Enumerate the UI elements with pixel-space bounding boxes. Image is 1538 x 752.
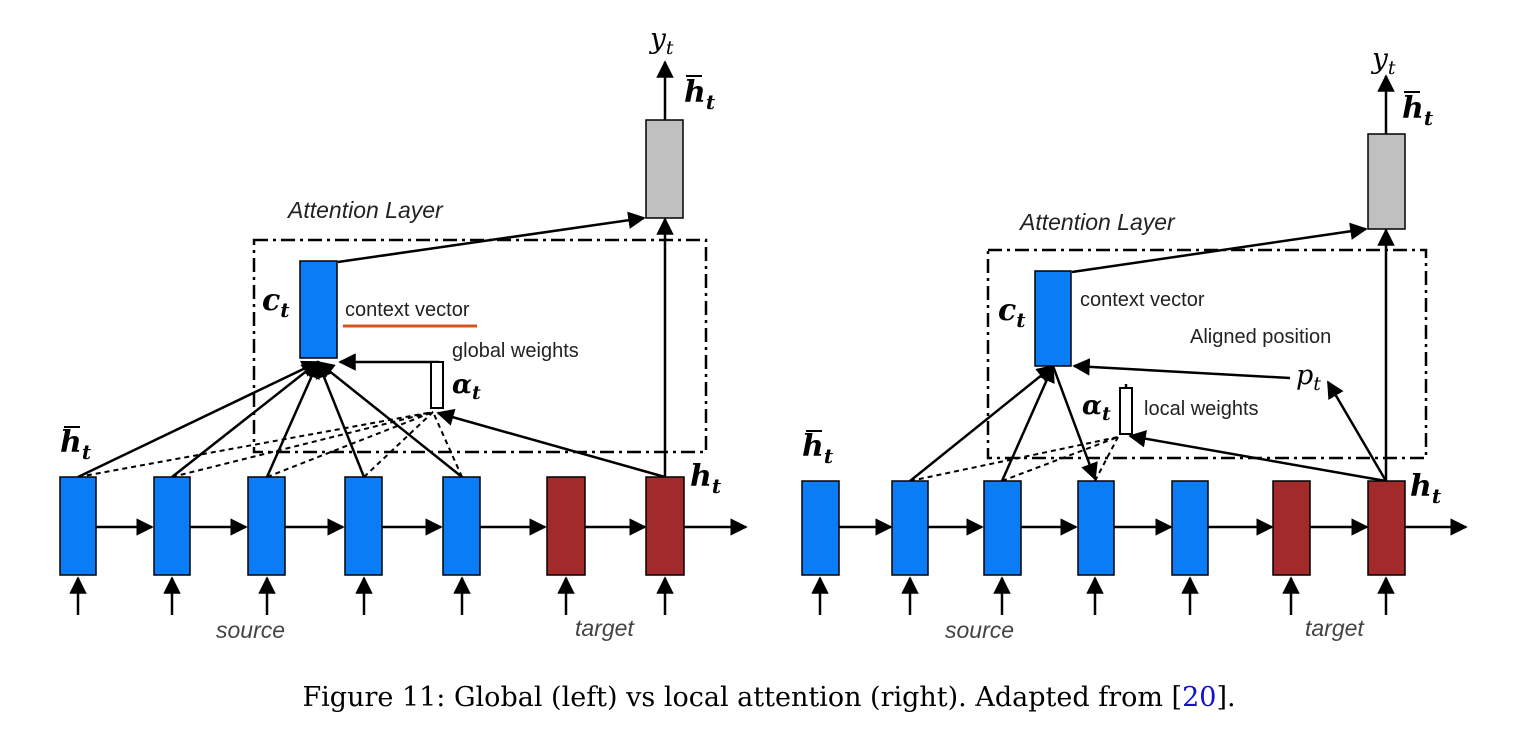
alpha-label: αt: [452, 370, 481, 404]
context-vector-label: context vector: [345, 299, 470, 321]
attention-diagram: yt ht Attention Layer ct context vector …: [59, 22, 1468, 643]
figure-caption: Figure 11: Global (left) vs local attent…: [0, 682, 1538, 713]
source-cell: [1171, 480, 1209, 576]
attention-layer-label: Attention Layer: [286, 197, 444, 223]
position-label: pt: [1296, 360, 1321, 395]
target-label: target: [575, 615, 635, 641]
attention-layer-box: [252, 238, 708, 454]
output-cell: [1367, 133, 1406, 230]
alpha-label: αt: [1082, 391, 1111, 425]
source-label: source: [216, 617, 285, 643]
target-hidden-label: ht: [1410, 469, 1442, 508]
target-label: target: [1305, 615, 1365, 641]
context-vector-symbol: ct: [998, 293, 1026, 332]
attentional-hidden-label: ht: [684, 75, 716, 114]
context-vector-symbol: ct: [262, 283, 290, 322]
source-cell: [891, 480, 929, 576]
caption-end: ].: [1216, 682, 1236, 713]
aligned-position-label: Aligned position: [1190, 326, 1331, 348]
context-vector-cell: [299, 260, 338, 359]
output-cell: [645, 119, 684, 219]
attention-layer-label: Attention Layer: [1018, 209, 1176, 235]
source-cell: [442, 476, 481, 576]
source-cell: [247, 476, 286, 576]
context-vector-label: context vector: [1080, 289, 1205, 311]
source-cell: [59, 476, 97, 576]
citation-link[interactable]: 20: [1182, 682, 1217, 713]
target-cell: [645, 476, 685, 576]
local-attention-panel: yt ht Attention Layer ct context vector …: [801, 42, 1468, 643]
source-label: source: [945, 617, 1014, 643]
target-cell: [546, 476, 586, 576]
global-weights-box: [430, 361, 444, 409]
target-hidden-label: ht: [690, 459, 722, 498]
source-cell: [153, 476, 191, 576]
source-cell: [801, 480, 840, 576]
caption-text: Figure 11: Global (left) vs local attent…: [302, 682, 1183, 713]
output-label: yt: [648, 22, 674, 59]
global-attention-panel: yt ht Attention Layer ct context vector …: [59, 22, 748, 643]
local-weights-box: [1119, 387, 1133, 435]
attentional-hidden-label: ht: [1402, 91, 1434, 130]
target-cell: [1272, 480, 1311, 576]
source-cell: [344, 476, 383, 576]
source-cell: [983, 480, 1022, 576]
target-cell: [1367, 480, 1406, 576]
global-weights-label: global weights: [452, 340, 579, 362]
context-vector-cell: [1034, 270, 1072, 367]
source-hidden-label: ht: [802, 429, 834, 468]
attention-layer-box: [986, 248, 1428, 460]
output-label: yt: [1370, 42, 1396, 79]
local-weights-label: local weights: [1144, 398, 1259, 420]
source-hidden-label: ht: [60, 425, 92, 464]
source-cell: [1077, 480, 1115, 576]
